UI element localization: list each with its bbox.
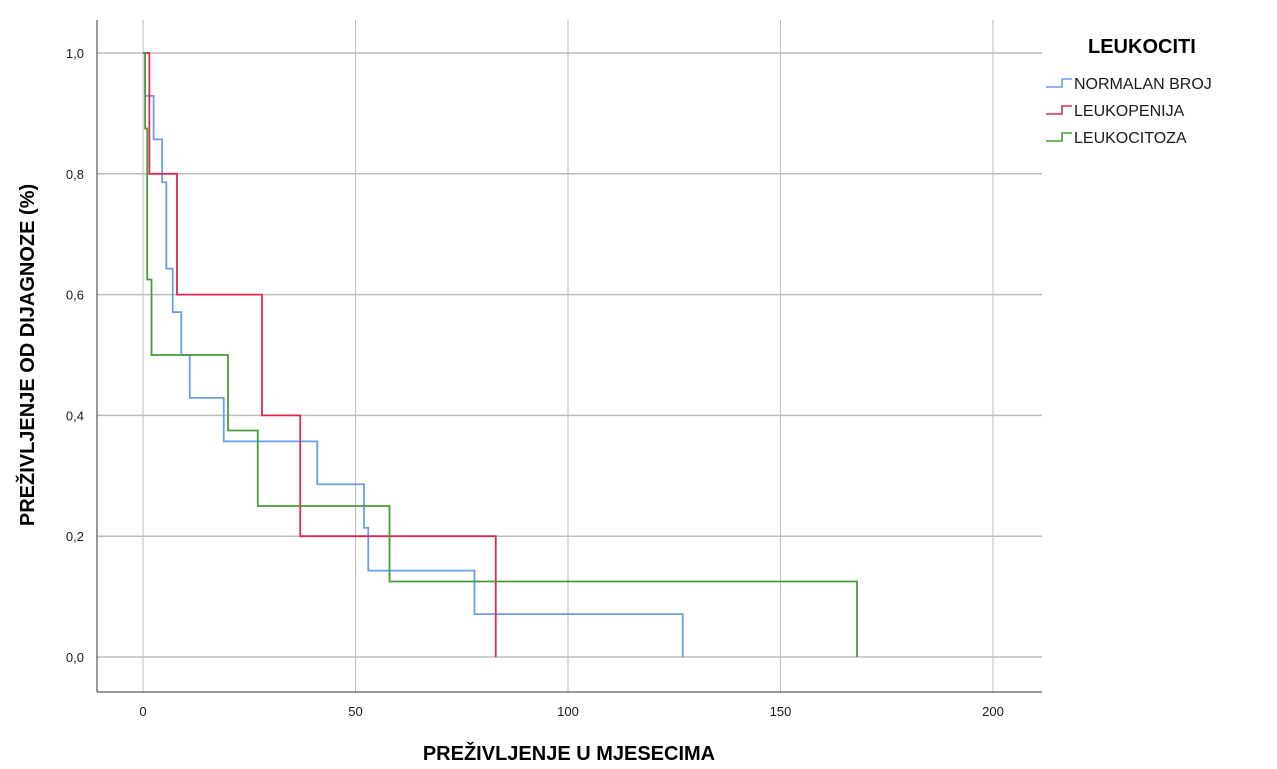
x-axis-title: PREŽIVLJENJE U MJESECIMA bbox=[423, 741, 715, 765]
legend-swatch bbox=[1046, 105, 1072, 115]
x-tick-label: 150 bbox=[770, 704, 792, 719]
grid-lines bbox=[97, 20, 1042, 692]
x-tick-labels: 0 50 100 150 200 bbox=[139, 704, 1003, 719]
x-tick-label: 100 bbox=[557, 704, 579, 719]
y-tick-label: 0,6 bbox=[66, 288, 84, 303]
legend-title: LEUKOCITI bbox=[1088, 36, 1196, 58]
y-tick-label: 0,2 bbox=[66, 529, 84, 544]
y-tick-labels: 0,0 0,2 0,4 0,6 0,8 1,0 bbox=[66, 46, 84, 665]
legend-swatch bbox=[1046, 132, 1072, 142]
axes bbox=[96, 20, 1042, 693]
x-tick-label: 200 bbox=[982, 704, 1004, 719]
y-tick-label: 0,4 bbox=[66, 408, 84, 423]
legend-label: NORMALAN BROJ bbox=[1074, 76, 1212, 93]
y-axis-title: PREŽIVLJENJE OD DIJAGNOZE (%) bbox=[15, 184, 39, 526]
legend-label: LEUKOPENIJA bbox=[1074, 103, 1185, 120]
legend-label: LEUKOCITOZA bbox=[1074, 130, 1187, 147]
y-tick-label: 0,0 bbox=[66, 650, 84, 665]
series-line-leukopenija bbox=[143, 52, 497, 657]
y-tick-label: 0,8 bbox=[66, 167, 84, 182]
x-tick-label: 0 bbox=[139, 704, 146, 719]
series-line-leukocitoza bbox=[143, 52, 858, 657]
legend-swatch bbox=[1046, 78, 1072, 88]
x-tick-label: 50 bbox=[348, 704, 362, 719]
survival-curves bbox=[143, 52, 858, 657]
y-tick-label: 1,0 bbox=[66, 46, 84, 61]
legend: NORMALAN BROJ LEUKOPENIJA LEUKOCITOZA bbox=[1046, 76, 1212, 147]
